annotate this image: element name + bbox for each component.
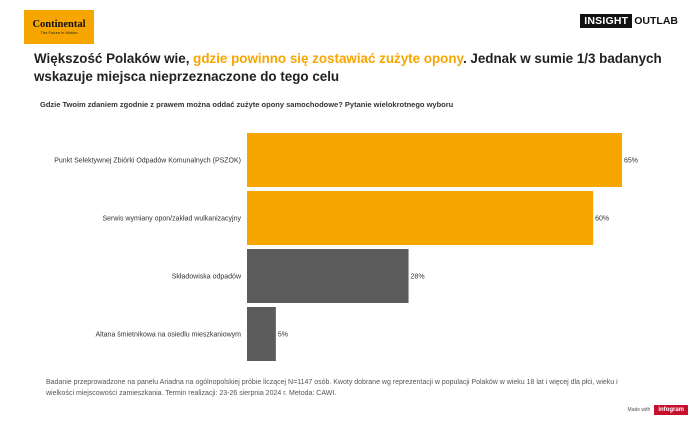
category-label-1: Punkt Selektywnej Zbiórki Odpadów Komuna… xyxy=(54,158,241,165)
headline-part2: . Jednak w sumie 1/3 badanych wskazuje m… xyxy=(34,51,662,84)
page-title: Większość Polaków wie, gdzie powinno się… xyxy=(34,50,674,86)
value-label-1: 65% xyxy=(624,158,638,165)
brand-part-outlab: OUTLAB xyxy=(634,15,678,27)
made-with-infogram[interactable]: Made with infogram xyxy=(628,405,688,415)
category-label-3: Składowiska odpadów xyxy=(172,274,242,281)
category-label-4: Altana śmietnikowa na osiedlu mieszkanio… xyxy=(95,332,241,339)
continental-logo: Continental The Future in Motion xyxy=(24,10,94,44)
bar-3[interactable] xyxy=(247,249,409,303)
headline-part1: Większość Polaków wie, xyxy=(34,51,194,66)
chart-question: Gdzie Twoim zdaniem zgodnie z prawem moż… xyxy=(40,100,454,109)
value-label-4: 5% xyxy=(278,332,288,339)
headline-highlight: gdzie powinno się zostawiać zużyte opony xyxy=(193,51,463,66)
category-label-2: Serwis wymiany opon/zakład wulkanizacyjn… xyxy=(102,216,241,223)
logo-name: Continental xyxy=(32,18,86,30)
footnote: Badanie przeprowadzone na panelu Ariadna… xyxy=(46,379,618,397)
value-label-3: 28% xyxy=(411,274,425,281)
brand-part-insight: INSIGHT xyxy=(580,14,633,28)
value-label-2: 60% xyxy=(595,216,609,223)
bar-1[interactable] xyxy=(247,133,622,187)
infogram-logo: infogram xyxy=(654,405,688,415)
bar-4[interactable] xyxy=(247,307,276,361)
logo-tagline: The Future in Motion xyxy=(40,29,78,35)
insight-outlab-logo: INSIGHT OUTLAB xyxy=(580,14,680,28)
made-with-label: Made with xyxy=(627,407,651,413)
bar-2[interactable] xyxy=(247,191,594,245)
